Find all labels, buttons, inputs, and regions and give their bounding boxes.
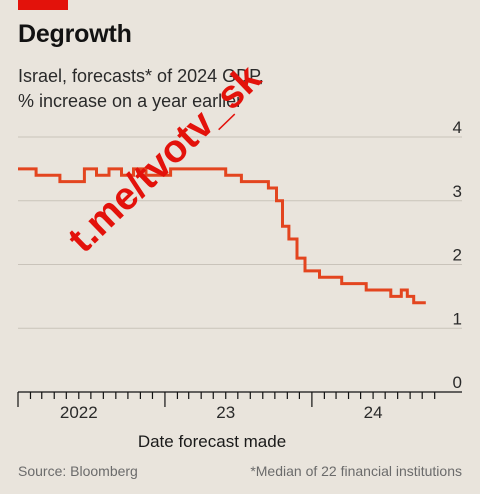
x-tick-label-24: 24 — [364, 403, 383, 422]
y-tick-label-0: 0 — [453, 373, 462, 392]
source-note: Source: Bloomberg — [18, 463, 138, 479]
y-tick-label-2: 2 — [453, 246, 462, 265]
chart-subtitle: Israel, forecasts* of 2024 GDP, % increa… — [18, 64, 438, 114]
y-tick-label-1: 1 — [453, 309, 462, 328]
chart-title: Degrowth — [18, 20, 132, 48]
x-tick-label-23: 23 — [216, 403, 235, 422]
y-tick-labels: 0 1 2 3 4 — [453, 118, 462, 392]
gridlines — [18, 136, 462, 329]
footnote: *Median of 22 financial institutions — [250, 463, 462, 479]
series-line-gdp-forecast — [18, 167, 426, 305]
subtitle-line-2: % increase on a year earlier — [18, 91, 243, 111]
y-tick-label-4: 4 — [453, 118, 462, 137]
x-axis — [17, 391, 462, 407]
x-tick-labels: 2022 23 24 — [60, 403, 383, 422]
y-tick-label-3: 3 — [453, 182, 462, 201]
x-tick-label-2022: 2022 — [60, 403, 98, 422]
x-axis-label: Date forecast made — [138, 432, 286, 451]
subtitle-line-1: Israel, forecasts* of 2024 GDP, — [18, 66, 264, 86]
brand-tab — [18, 0, 68, 10]
